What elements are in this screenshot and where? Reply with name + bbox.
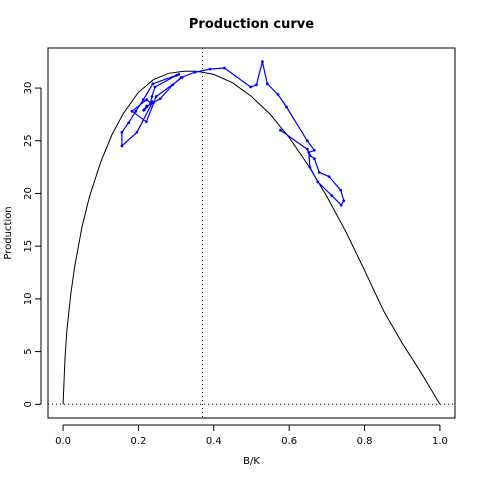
observed-data-point [177, 73, 181, 76]
x-tick-label: 0.8 [357, 436, 373, 447]
y-axis-label: Production [3, 206, 14, 259]
model-production-curve [62, 70, 441, 405]
y-tick-label: 15 [23, 240, 34, 253]
x-axis-label: B/K [243, 456, 260, 467]
observed-data-point [175, 74, 178, 77]
plot-frame [47, 47, 456, 419]
x-axis: 0.0 0.2 0.4 0.6 0.8 1.0 [55, 424, 448, 447]
observed-data-point [285, 105, 288, 109]
observed-data-point [339, 203, 343, 207]
x-tick-label: 0.2 [130, 436, 146, 447]
observed-data-point [151, 100, 155, 104]
observed-data-point [135, 130, 139, 134]
observed-data-point [158, 97, 162, 100]
observed-data-point [143, 107, 147, 111]
y-tick-label: 30 [23, 82, 34, 95]
observed-data-point [120, 130, 124, 134]
x-tick-label: 0.0 [55, 436, 71, 447]
observed-data-point [150, 95, 154, 98]
observed-data-point [313, 148, 316, 152]
observed-data-point [339, 188, 343, 192]
y-tick-label: 5 [23, 348, 34, 354]
observed-data-point [327, 175, 331, 179]
observed-data-point [154, 95, 158, 98]
observed-data-point [180, 76, 184, 79]
observed-data-point [208, 67, 212, 71]
y-axis: 0 5 10 15 20 25 30 [23, 82, 42, 407]
observed-data-point [313, 157, 316, 161]
chart-title: Production curve [189, 17, 314, 32]
x-tick-label: 1.0 [432, 436, 448, 447]
observed-data-point [255, 83, 258, 87]
observed-data-point [305, 147, 309, 151]
observed-data-point [308, 165, 312, 169]
observed-data-point [145, 105, 149, 109]
observed-data-point [153, 85, 157, 89]
observed-data-point [279, 128, 282, 132]
observed-data-point [145, 120, 148, 124]
observed-data-point [149, 101, 152, 105]
observed-data-point [120, 144, 124, 148]
observed-data-point [130, 109, 134, 113]
observed-data-point [261, 60, 264, 64]
observed-data-point [223, 66, 226, 70]
observed-data-point [127, 121, 130, 125]
observed-data-point [249, 85, 253, 89]
observed-data-point [308, 154, 312, 157]
observed-data-point [134, 109, 138, 113]
y-tick-label: 10 [23, 293, 34, 306]
observed-data-point [151, 82, 155, 86]
observed-data-point [171, 83, 175, 87]
observed-data-point [145, 98, 149, 102]
y-tick-label: 25 [23, 134, 34, 147]
y-tick-label: 20 [23, 187, 34, 200]
observed-data-point [265, 82, 269, 86]
x-tick-label: 0.4 [206, 436, 222, 447]
y-tick-label: 0 [23, 401, 34, 407]
observed-data-point [316, 180, 320, 184]
observed-data-point [141, 98, 145, 102]
observed-data-point [342, 199, 346, 203]
observed-series-layer [120, 60, 346, 207]
reference-lines [48, 48, 455, 418]
observed-data-point [330, 194, 334, 198]
observed-data-point [193, 70, 197, 74]
observed-data-point [305, 139, 309, 143]
observed-data-point [276, 93, 280, 96]
observed-data-point [317, 171, 321, 174]
observed-data-point [307, 151, 311, 154]
x-tick-label: 0.6 [281, 436, 297, 447]
model-curve-layer [62, 70, 441, 405]
